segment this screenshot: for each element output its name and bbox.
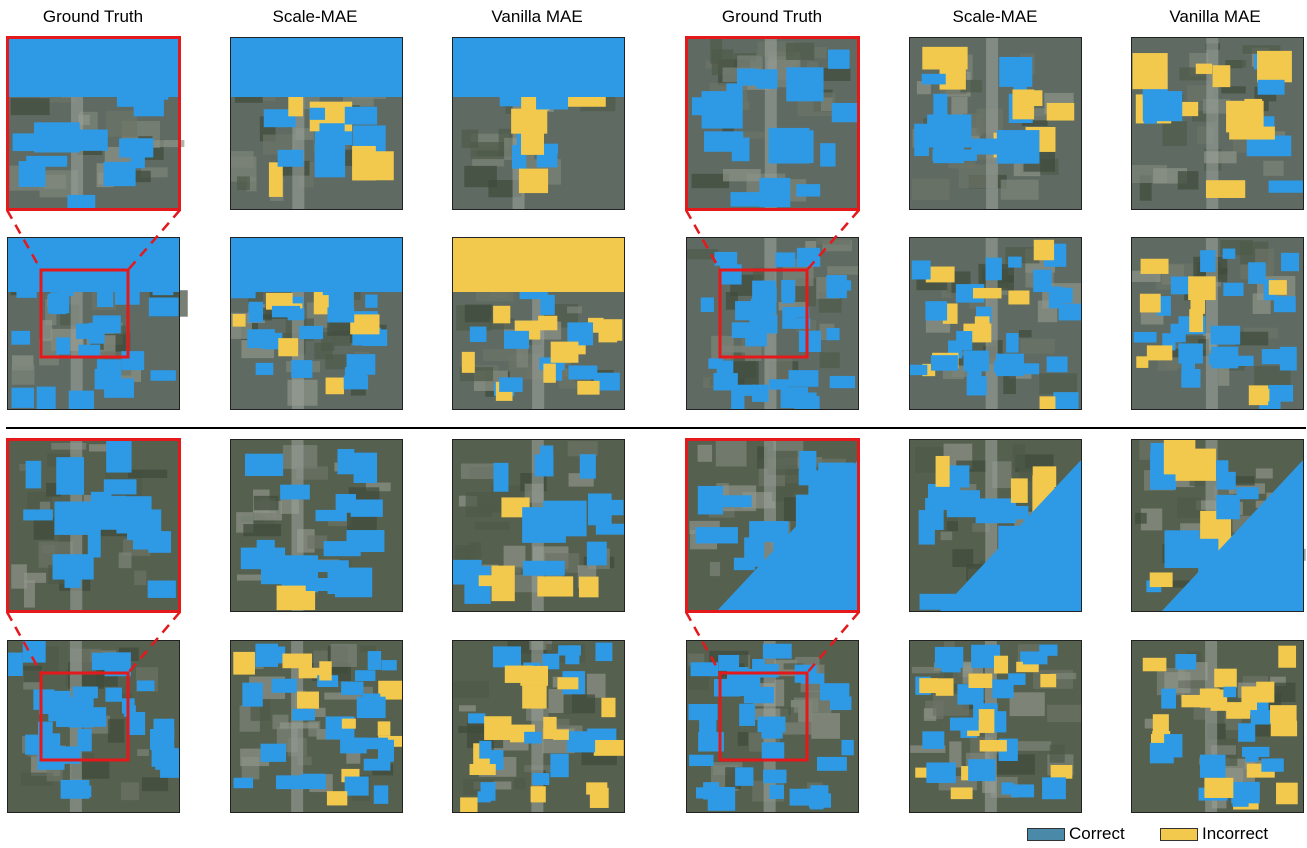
aerial-image-panel [230,37,403,210]
column-title-scale-1: Scale-MAE [272,7,358,26]
legend-incorrect-label: Incorrect [1202,824,1269,843]
aerial-image-panel [7,640,180,813]
aerial-image-panel [686,237,859,410]
aerial-image-panel [452,439,625,612]
zoom-indicator [5,209,181,359]
section-divider [6,427,1306,429]
aerial-image-panel [909,640,1082,813]
column-title-scale-2: Scale-MAE [952,7,1038,26]
aerial-image-panel [230,640,403,813]
aerial-image-panel [6,36,185,211]
incorrect-swatch [1160,828,1198,841]
aerial-image-panel [685,438,860,613]
aerial-image-panel [230,237,403,410]
aerial-image-panel [909,439,1082,612]
aerial-image-panel [452,640,625,813]
aerial-image-panel [230,439,403,612]
aerial-image-panel [452,237,625,410]
aerial-image-panel [685,36,860,211]
correct-swatch [1027,828,1065,841]
zoom-indicator [5,611,181,762]
aerial-image-panel [1131,37,1304,210]
aerial-image-panel [909,37,1082,210]
aerial-image-panel [686,640,859,813]
zoom-indicator [684,209,860,359]
aerial-image-panel [1131,439,1306,612]
column-title-vanilla-1: Vanilla MAE [491,7,583,26]
column-title-vanilla-2: Vanilla MAE [1169,7,1261,26]
column-title-gt-2: Ground Truth [721,7,823,26]
aerial-image-panel [1131,640,1304,813]
aerial-image-panel [7,237,188,410]
zoom-indicator [684,611,860,762]
column-title-gt-1: Ground Truth [42,7,144,26]
aerial-image-panel [452,37,625,210]
aerial-image-panel [909,237,1082,410]
aerial-image-panel [1131,237,1304,410]
aerial-image-panel [6,438,181,613]
legend-correct-label: Correct [1069,824,1125,843]
